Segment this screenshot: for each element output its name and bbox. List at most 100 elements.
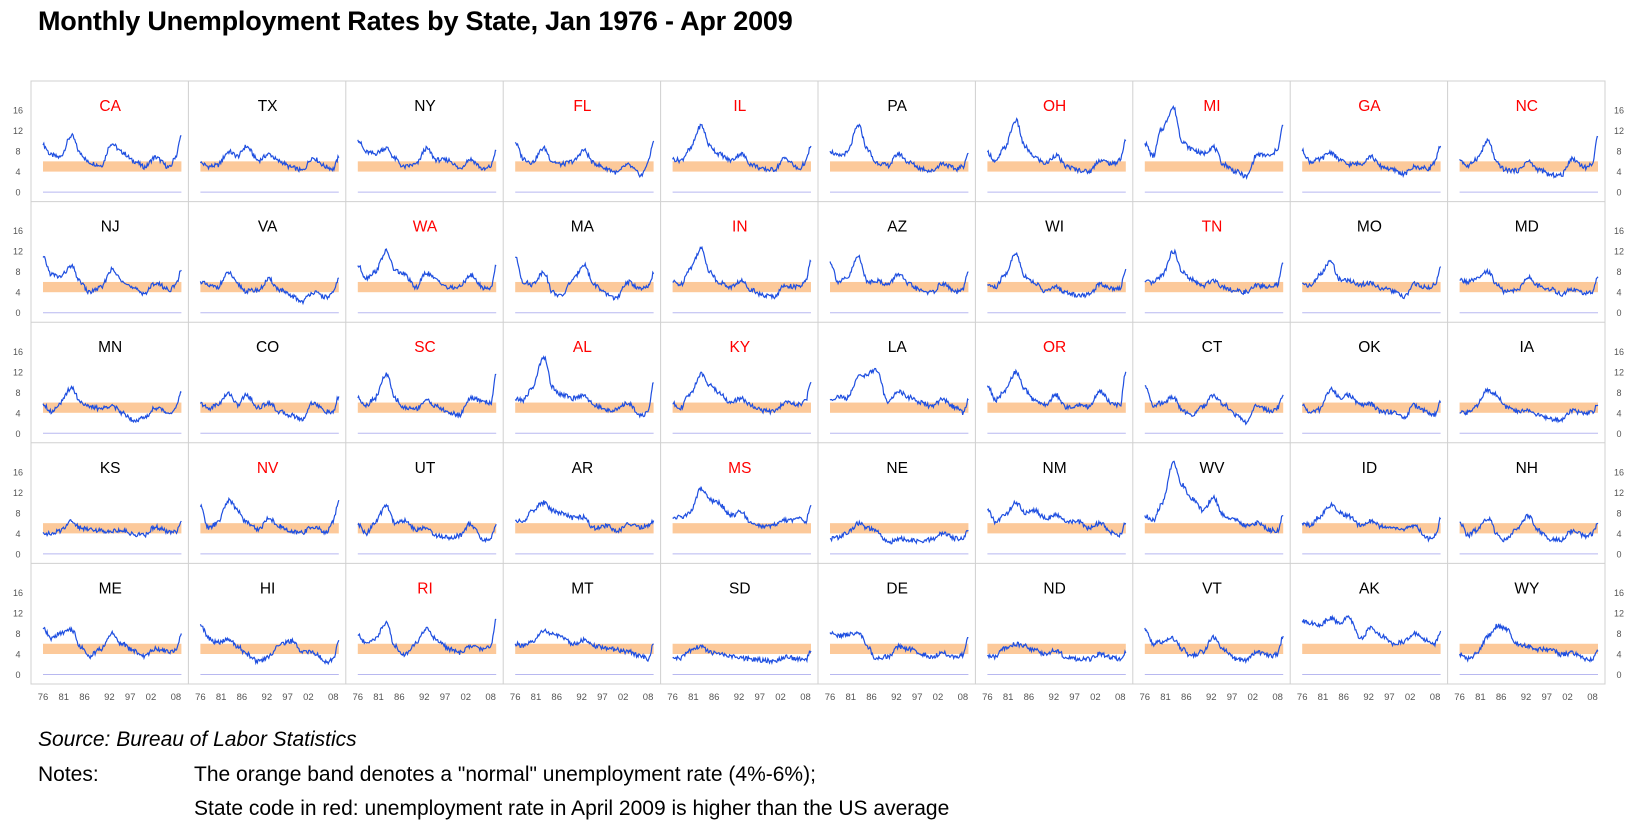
y-tick-label-left: 4 — [15, 408, 20, 418]
series-line-nj — [42, 255, 182, 297]
x-tick-label: 76 — [825, 692, 836, 703]
series-line-nm — [986, 499, 1127, 539]
x-tick-label: 86 — [1338, 692, 1349, 703]
x-tick-label: 86 — [709, 692, 720, 703]
state-label: KY — [729, 339, 750, 356]
y-tick-label-left: 8 — [15, 388, 20, 398]
x-tick-label: 08 — [1272, 692, 1283, 703]
y-tick-label-right: 12 — [1614, 247, 1624, 257]
series-line-mn — [42, 384, 182, 424]
state-label: IN — [732, 219, 748, 236]
state-label: ME — [99, 580, 122, 597]
y-tick-label-right: 16 — [1614, 467, 1624, 477]
y-tick-label-left: 8 — [15, 147, 20, 157]
series-line-mo — [1301, 259, 1442, 300]
x-tick-label: 86 — [551, 692, 562, 703]
state-label: MI — [1203, 98, 1220, 115]
x-tick-label: 76 — [1140, 692, 1151, 703]
state-label: WA — [413, 219, 438, 236]
series-line-hi — [199, 624, 340, 666]
x-tick-label: 81 — [58, 692, 69, 703]
state-label: VT — [1202, 580, 1222, 597]
x-tick-label: 76 — [982, 692, 993, 703]
x-tick-label: 08 — [1587, 692, 1598, 703]
series-line-sc — [357, 372, 497, 419]
y-tick-label-right: 16 — [1614, 106, 1624, 116]
series-line-al — [514, 355, 654, 419]
y-tick-label-right: 12 — [1614, 126, 1624, 136]
series-line-wv — [1144, 460, 1284, 534]
y-tick-label-left: 4 — [15, 650, 20, 660]
state-label: AL — [573, 339, 592, 356]
x-tick-label: 76 — [1454, 692, 1465, 703]
x-tick-label: 08 — [1115, 692, 1126, 703]
state-label: OR — [1043, 339, 1066, 356]
x-tick-label: 92 — [734, 692, 745, 703]
x-tick-label: 76 — [1297, 692, 1308, 703]
x-tick-label: 81 — [1475, 692, 1486, 703]
state-label: OK — [1358, 339, 1381, 356]
y-tick-label-left: 12 — [13, 609, 23, 619]
x-tick-label: 76 — [38, 692, 49, 703]
x-tick-label: 02 — [460, 692, 471, 703]
y-tick-label-right: 16 — [1614, 347, 1624, 357]
normal-band — [672, 523, 811, 534]
y-tick-label-right: 12 — [1614, 609, 1624, 619]
y-tick-label-right: 4 — [1616, 408, 1621, 418]
series-line-ne — [829, 519, 969, 545]
y-tick-label-right: 16 — [1614, 588, 1624, 598]
x-tick-label: 02 — [1090, 692, 1101, 703]
normal-band — [1144, 161, 1284, 172]
series-line-ks — [42, 518, 182, 539]
series-line-mi — [1144, 104, 1284, 180]
state-label: IA — [1519, 339, 1534, 356]
state-label: FL — [573, 98, 591, 115]
x-tick-label: 08 — [643, 692, 654, 703]
normal-band — [357, 161, 497, 172]
y-tick-label-right: 4 — [1616, 650, 1621, 660]
x-tick-label: 97 — [282, 692, 293, 703]
y-tick-label-left: 16 — [13, 226, 23, 236]
x-tick-label: 97 — [440, 692, 451, 703]
y-tick-label-left: 12 — [13, 247, 23, 257]
state-label: TX — [258, 98, 278, 115]
y-tick-label-left: 8 — [15, 508, 20, 518]
series-line-ok — [1302, 386, 1442, 421]
x-tick-label: 76 — [510, 692, 521, 703]
normal-band — [515, 281, 654, 293]
x-tick-label: 86 — [866, 692, 877, 703]
x-tick-label: 08 — [171, 692, 182, 703]
x-tick-label: 92 — [104, 692, 115, 703]
chart-title: Monthly Unemployment Rates by State, Jan… — [38, 6, 793, 36]
normal-band — [43, 523, 182, 534]
state-label: AK — [1359, 580, 1380, 597]
y-tick-label-left: 4 — [15, 167, 20, 177]
state-label: MT — [571, 580, 594, 597]
normal-band — [987, 643, 1126, 655]
y-tick-label-right: 4 — [1616, 167, 1621, 177]
y-tick-label-left: 16 — [13, 467, 23, 477]
y-tick-label-right: 8 — [1616, 629, 1621, 639]
normal-band — [672, 402, 811, 413]
series-line-id — [1301, 501, 1442, 543]
normal-band — [987, 523, 1126, 534]
state-label: ND — [1043, 580, 1065, 597]
x-tick-label: 76 — [353, 692, 364, 703]
normal-band — [1459, 281, 1598, 293]
state-label: MS — [728, 460, 751, 477]
y-tick-label-left: 0 — [15, 670, 20, 680]
normal-band — [1144, 402, 1284, 413]
y-tick-label-left: 16 — [13, 347, 23, 357]
x-tick-label: 76 — [195, 692, 206, 703]
state-label: CT — [1202, 339, 1223, 356]
x-tick-label: 02 — [146, 692, 157, 703]
normal-band — [515, 161, 654, 172]
x-tick-label: 92 — [576, 692, 587, 703]
series-line-ms — [672, 486, 812, 530]
y-tick-label-left: 4 — [15, 288, 20, 298]
state-label: PA — [887, 98, 907, 115]
x-tick-label: 08 — [485, 692, 496, 703]
state-label: MN — [98, 339, 122, 356]
x-tick-label: 81 — [1160, 692, 1171, 703]
x-tick-label: 97 — [1069, 692, 1080, 703]
